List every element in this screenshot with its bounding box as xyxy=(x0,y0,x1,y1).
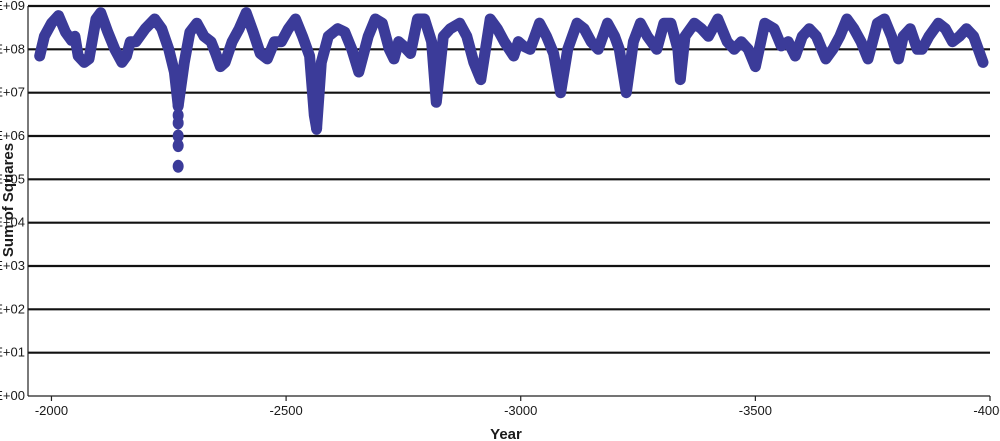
y-tick-label: 1.E+02 xyxy=(0,301,25,316)
drop-marker xyxy=(172,129,184,143)
series-line xyxy=(34,7,989,134)
y-tick-label: 1.E+03 xyxy=(0,258,25,273)
y-tick-label: 1.E+01 xyxy=(0,345,25,360)
x-tick-label: -3000 xyxy=(504,403,537,418)
y-tick-label: 1.E+05 xyxy=(0,171,25,186)
y-tick-label: 1.E+00 xyxy=(0,388,25,403)
x-tick-label: -2000 xyxy=(35,403,68,418)
x-tick-group: -2000 -2500 -3000 -3500 -4000 xyxy=(35,396,1000,418)
y-tick-label: 1.E+06 xyxy=(0,128,25,143)
y-tick-labels: 1.E+00 1.E+01 1.E+02 1.E+03 1.E+04 1.E+05 1.E+… xyxy=(0,0,25,403)
y-tick-label: 1.E+07 xyxy=(0,85,25,100)
y-tick-label: 1.E+09 xyxy=(0,0,25,13)
drop-marker xyxy=(172,116,184,130)
drop-marker xyxy=(172,159,184,173)
drop-marker xyxy=(172,139,184,153)
gridlines xyxy=(28,4,990,354)
x-tick-label: -2500 xyxy=(269,403,302,418)
y-tick-label: 1.E+04 xyxy=(0,215,25,230)
x-tick-label: -3500 xyxy=(739,403,772,418)
x-tick-label: -4000 xyxy=(973,403,1000,418)
y-axis-title: Sum of Squares xyxy=(0,143,17,257)
y-tick-label: 1.E+08 xyxy=(0,41,25,56)
series-group xyxy=(34,7,989,173)
x-axis-title: Year xyxy=(490,426,522,441)
